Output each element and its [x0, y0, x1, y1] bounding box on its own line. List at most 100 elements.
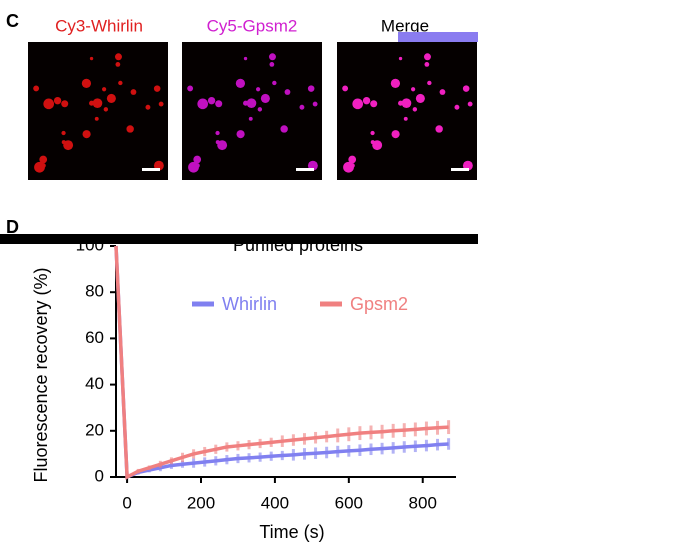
droplet — [103, 107, 109, 112]
droplet — [391, 130, 400, 139]
y-tick-label: 60 — [85, 328, 104, 347]
droplet — [53, 96, 62, 105]
series-line — [114, 245, 449, 480]
droplet — [61, 100, 69, 108]
droplet — [197, 98, 209, 110]
droplet — [193, 155, 202, 164]
droplet — [462, 85, 470, 92]
droplet — [272, 80, 277, 86]
droplet — [94, 116, 99, 121]
droplet — [153, 85, 161, 92]
y-tick-label: 40 — [85, 374, 104, 393]
panel-label: C — [6, 11, 19, 31]
scale-bar — [142, 168, 160, 171]
droplet — [246, 98, 257, 109]
droplet — [217, 140, 228, 151]
scale-bar — [296, 168, 314, 171]
droplet — [39, 155, 48, 164]
micrographs — [28, 42, 477, 180]
droplet — [467, 101, 473, 107]
droplet — [33, 85, 40, 92]
droplet — [63, 140, 74, 151]
droplet — [130, 89, 137, 95]
droplet — [89, 100, 95, 106]
droplet — [284, 89, 291, 95]
series-line — [114, 245, 449, 480]
droplet — [370, 130, 375, 136]
micrograph — [337, 42, 477, 180]
droplet — [454, 104, 460, 110]
droplet — [118, 80, 123, 86]
droplet — [439, 89, 446, 95]
droplet — [92, 98, 103, 109]
droplet — [243, 56, 248, 61]
x-tick-label: 600 — [335, 493, 363, 512]
micrograph — [28, 42, 168, 180]
droplet — [256, 87, 261, 92]
image-label: Merge — [381, 16, 429, 35]
overlay-bar — [0, 234, 478, 244]
droplet — [158, 101, 164, 107]
y-axis-label: Fluorescence recovery (%) — [31, 267, 51, 482]
droplet — [415, 93, 425, 103]
droplet — [145, 104, 151, 110]
droplet — [280, 125, 288, 133]
legend-label: Gpsm2 — [350, 294, 408, 314]
droplet — [81, 78, 92, 89]
droplet — [106, 93, 116, 103]
overlay-bar — [398, 32, 478, 42]
y-tick-label: 20 — [85, 420, 104, 439]
droplet — [187, 85, 194, 92]
droplet — [248, 116, 253, 121]
droplet — [115, 62, 121, 67]
droplet — [370, 100, 378, 108]
droplet — [424, 62, 430, 67]
droplet — [412, 107, 418, 112]
x-tick-label: 0 — [122, 493, 131, 512]
droplet — [207, 96, 216, 105]
droplet — [411, 87, 416, 92]
droplet — [114, 53, 122, 61]
droplet — [398, 100, 404, 106]
droplet — [401, 98, 412, 109]
droplet — [390, 78, 401, 89]
droplet — [362, 96, 371, 105]
image-label: Cy3-Whirlin — [55, 16, 143, 35]
x-tick-label: 400 — [261, 493, 289, 512]
droplet — [307, 85, 315, 92]
droplet — [403, 116, 408, 121]
droplet — [423, 53, 431, 61]
micrograph — [182, 42, 322, 180]
y-tick-label: 0 — [95, 466, 104, 485]
droplet — [40, 163, 46, 169]
scale-bar — [451, 168, 469, 171]
panel-label: D — [6, 217, 19, 237]
droplet — [260, 93, 270, 103]
droplet — [342, 85, 349, 92]
droplet — [352, 98, 364, 110]
droplet — [215, 130, 220, 136]
droplet — [349, 163, 355, 169]
droplet — [102, 87, 107, 92]
droplet — [236, 130, 245, 139]
droplet — [235, 78, 246, 89]
droplet — [372, 140, 383, 151]
legend-label: Whirlin — [222, 294, 277, 314]
droplet — [312, 101, 318, 107]
droplet — [194, 163, 200, 169]
droplet — [61, 130, 66, 136]
x-tick-label: 800 — [409, 493, 437, 512]
droplet — [268, 53, 276, 61]
droplet — [427, 80, 432, 86]
droplet — [348, 155, 357, 164]
droplet — [435, 125, 443, 133]
x-tick-label: 200 — [187, 493, 215, 512]
image-label: Cy5-Gpsm2 — [207, 16, 298, 35]
droplet — [215, 100, 223, 108]
droplet — [299, 104, 305, 110]
droplet — [89, 56, 94, 61]
x-axis-label: Time (s) — [259, 522, 324, 542]
